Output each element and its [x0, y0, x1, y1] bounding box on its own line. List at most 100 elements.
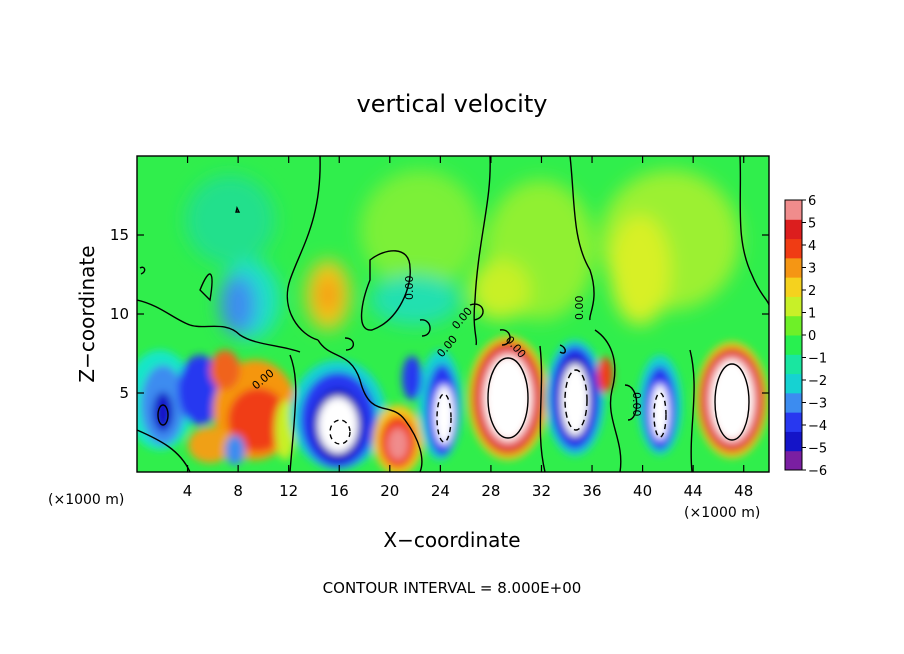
y-axis-label: Z−coordinate — [75, 245, 99, 382]
contour-zero — [199, 273, 213, 302]
updraft-x46 — [711, 360, 753, 440]
updraft-x21 — [388, 428, 408, 460]
colorbar-tick-label: 2 — [808, 284, 816, 299]
updraft-left — [210, 350, 240, 390]
downdraft-x22 — [402, 356, 422, 400]
colorbar: 6 5 4 3 2 1 0 −1 −2 −3 −4 −5 −6 — [784, 194, 827, 479]
x-tick-label: 4 — [183, 482, 193, 500]
contour-zero — [137, 429, 191, 472]
upper-cyan-patch — [185, 175, 275, 265]
contour-zero — [569, 156, 595, 321]
contour-label: 0.00 — [403, 276, 416, 301]
colorbar-tick-label: 1 — [808, 307, 816, 322]
colorbar-swatch — [785, 238, 802, 259]
contour-downdraft-x41 — [653, 392, 667, 438]
chart-title: vertical velocity — [357, 90, 548, 118]
contour-zero — [624, 384, 638, 421]
x-axis-label: X−coordinate — [383, 528, 520, 552]
contour-downdraft-left — [157, 404, 169, 426]
colorbar-swatch — [785, 450, 802, 471]
colorbar-swatch — [785, 373, 802, 394]
contour-label: 0.00 — [573, 296, 586, 321]
upper-yellow-patch — [318, 277, 338, 313]
upper-yellow-patch — [610, 215, 670, 325]
colorbar-tick-label: 5 — [808, 217, 816, 232]
updraft-x29 — [485, 356, 531, 440]
contour-zero — [594, 329, 622, 472]
plot-area: 0.00 0.00 0.00 0.00 0.00 0.00 0.00 — [137, 156, 769, 472]
contour-zero — [689, 349, 695, 472]
colorbar-swatch — [785, 354, 802, 375]
updraft-x37 — [597, 357, 613, 393]
contour-zero — [360, 250, 411, 331]
contour-zero — [469, 303, 484, 321]
downdraft-x24 — [434, 385, 454, 445]
y-axis: 5 10 15 — [110, 226, 769, 402]
contour-zero — [317, 339, 423, 472]
downdraft-left — [153, 392, 173, 432]
colorbar-tick-label: −5 — [808, 442, 827, 457]
contour-updraft-x46 — [714, 363, 750, 441]
upper-green-patch — [360, 170, 480, 290]
upper-field — [185, 170, 740, 340]
colorbar-swatch — [785, 200, 802, 220]
contour-zero — [419, 319, 431, 337]
x-tick-label: 20 — [380, 482, 399, 500]
contour-label: 0.00 — [630, 392, 643, 417]
x-tick-label: 40 — [633, 482, 652, 500]
contour-zero — [344, 337, 355, 351]
x-tick-label: 32 — [532, 482, 551, 500]
colorbar-swatch — [785, 392, 802, 413]
x-tick-label: 24 — [431, 482, 450, 500]
upper-yellow-patch — [470, 260, 530, 320]
colorbar-tick-label: 0 — [808, 329, 816, 344]
colorbar-tick-label: −1 — [808, 352, 827, 367]
downdraft-x34 — [561, 364, 589, 436]
colorbar-tick-label: 3 — [808, 262, 816, 277]
x-tick-label: 44 — [684, 482, 703, 500]
x-tick-label: 28 — [481, 482, 500, 500]
contour-interval-footer: CONTOUR INTERVAL = 8.000E+00 — [323, 579, 582, 597]
updraft-left — [188, 427, 232, 463]
colorbar-tick-label: −3 — [808, 397, 827, 412]
contour-zero — [137, 299, 301, 353]
contour-zero — [235, 205, 241, 213]
x-axis: 4 8 12 16 20 24 28 32 36 40 44 48 — [183, 156, 753, 500]
contour-downdraft-x16 — [329, 419, 351, 445]
contour-zero — [559, 344, 566, 354]
contour-zero — [286, 156, 321, 341]
colorbar-tick-label: 6 — [808, 194, 816, 209]
contour-downdraft-x34 — [564, 369, 588, 431]
colorbar-swatch — [785, 296, 802, 317]
upper-cyan-patch — [370, 275, 460, 325]
colorbar-tick-label: 4 — [808, 239, 816, 254]
contour-zero — [289, 354, 297, 472]
contour-downdraft-x24 — [436, 393, 452, 443]
contour-zero — [739, 156, 769, 306]
x-tick-label: 12 — [279, 482, 298, 500]
colorbar-swatch — [785, 412, 802, 432]
colorbar-swatch — [785, 257, 802, 278]
x-tick-label: 48 — [734, 482, 753, 500]
contour-updraft-x29 — [487, 357, 529, 439]
colorbar-swatch — [785, 277, 802, 297]
contour-zero — [539, 345, 546, 472]
y-tick-label: 10 — [110, 305, 129, 323]
x-tick-label: 36 — [582, 482, 601, 500]
colorbar-swatch — [785, 315, 802, 336]
x-tick-label: 16 — [330, 482, 349, 500]
x-tick-label: 8 — [233, 482, 243, 500]
colorbar-swatch — [785, 219, 802, 240]
colorbar-swatch — [785, 335, 802, 355]
colorbar-tick-label: −6 — [808, 464, 827, 479]
x-unit-right: (×1000 m) — [684, 505, 760, 521]
contour-zero — [499, 329, 511, 346]
contour-zero — [139, 266, 146, 275]
y-tick-label: 15 — [110, 226, 129, 244]
downdraft-x16 — [318, 397, 358, 453]
contour-lines — [137, 156, 769, 472]
contour-zero — [473, 156, 491, 346]
y-tick-label: 5 — [119, 384, 129, 402]
downdraft-left — [225, 435, 245, 465]
